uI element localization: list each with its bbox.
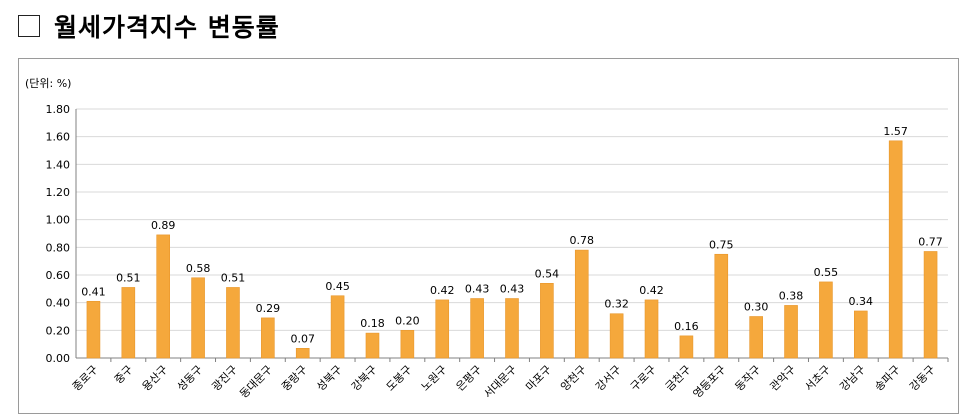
y-tick-label: 1.80 [46, 103, 71, 116]
page-title: 월세가격지수 변동률 [54, 13, 280, 42]
bar [121, 287, 136, 359]
bar [295, 348, 310, 359]
x-tick-label: 강남구 [837, 363, 868, 394]
x-tick-label: 광진구 [209, 363, 240, 394]
x-tick-label: 금천구 [662, 362, 693, 393]
data-label: 0.41 [81, 285, 106, 298]
bar [505, 298, 519, 359]
bar [819, 281, 833, 359]
y-tick-label: 0.00 [46, 352, 71, 365]
x-tick-label: 도봉구 [384, 363, 415, 394]
y-tick-label: 0.40 [46, 297, 71, 310]
data-label: 0.18 [360, 317, 385, 330]
bar [644, 299, 659, 359]
bar [574, 249, 589, 359]
bar [679, 335, 694, 359]
data-label: 0.77 [918, 235, 943, 248]
bar [365, 332, 380, 359]
bar [400, 330, 415, 359]
y-tick-label: 0.20 [46, 324, 71, 337]
unit-label: (단위: %) [25, 77, 71, 90]
bar [86, 300, 101, 359]
data-label: 0.16 [674, 320, 699, 333]
x-tick-label: 송파구 [872, 363, 903, 394]
x-tick-label: 강서구 [593, 363, 624, 394]
x-tick-label: 중랑구 [279, 363, 310, 394]
data-label: 1.57 [883, 125, 908, 138]
page-header: 월세가격지수 변동률 [18, 6, 280, 46]
data-label: 0.42 [430, 284, 455, 297]
y-tick-label: 1.00 [46, 214, 71, 227]
data-label: 0.20 [395, 314, 420, 327]
x-tick-label: 서초구 [802, 363, 833, 394]
data-label: 0.78 [570, 234, 595, 247]
data-label: 0.34 [849, 295, 874, 308]
x-tick-label: 영등포구 [691, 363, 729, 401]
y-tick-label: 1.20 [46, 186, 71, 199]
bar [888, 140, 903, 359]
x-tick-label: 관악구 [767, 363, 798, 394]
data-label: 0.51 [116, 271, 141, 284]
data-label: 0.43 [465, 283, 490, 296]
data-label: 0.30 [744, 301, 769, 314]
bar [853, 310, 868, 359]
bar [435, 299, 450, 359]
data-label: 0.55 [814, 266, 839, 279]
y-tick-label: 0.60 [46, 269, 71, 282]
bar [156, 234, 170, 359]
data-label: 0.75 [709, 238, 734, 251]
data-label: 0.07 [290, 332, 315, 345]
bar [470, 298, 484, 359]
bar-chart: (단위: %) 0.00 0.20 0.40 0.60 0.80 1.00 1.20 1.40… [25, 77, 949, 401]
data-label: 0.45 [325, 280, 350, 293]
x-tick-label: 종로구 [70, 363, 101, 394]
data-label: 0.29 [256, 302, 281, 315]
x-tick-label: 서대문구 [481, 363, 519, 401]
y-tick-label: 0.80 [46, 241, 71, 254]
x-tick-label: 양천구 [558, 362, 589, 393]
bar [923, 251, 938, 359]
x-tick-label: 동대문구 [237, 363, 275, 401]
data-label: 0.32 [604, 298, 629, 311]
bar [784, 305, 798, 359]
bar [749, 316, 763, 359]
bar [330, 295, 345, 359]
empty-checkbox-icon[interactable] [18, 15, 40, 37]
data-label: 0.43 [500, 283, 525, 296]
x-tick-label: 은평구 [454, 363, 485, 394]
x-tick-label: 성동구 [175, 363, 206, 394]
x-tick-label: 마포구 [523, 363, 554, 394]
x-tick-label: 구로구 [628, 363, 659, 394]
data-label: 0.38 [779, 289, 804, 302]
bar [714, 253, 729, 359]
bar [261, 317, 275, 359]
x-tick-label: 강북구 [349, 363, 380, 394]
data-label: 0.54 [535, 267, 560, 280]
bar [540, 283, 554, 359]
data-label: 0.42 [639, 284, 664, 297]
y-tick-label: 1.40 [46, 158, 71, 171]
x-tick-label: 노원구 [419, 363, 450, 394]
bar [191, 277, 205, 359]
data-label: 0.58 [186, 262, 211, 275]
x-tick-label: 중구 [112, 363, 136, 387]
x-tick-label: 동작구 [733, 363, 764, 394]
x-tick-label: 용산구 [140, 363, 171, 394]
data-label: 0.51 [221, 271, 246, 284]
data-label: 0.89 [151, 219, 176, 232]
x-tick-label: 성북구 [314, 363, 345, 394]
bar [226, 287, 240, 359]
bar [609, 313, 624, 359]
y-tick-label: 1.60 [46, 131, 71, 144]
chart-frame: (단위: %) 0.00 0.20 0.40 0.60 0.80 1.00 1.20 1.40… [18, 58, 959, 414]
x-tick-label: 강동구 [907, 363, 938, 394]
